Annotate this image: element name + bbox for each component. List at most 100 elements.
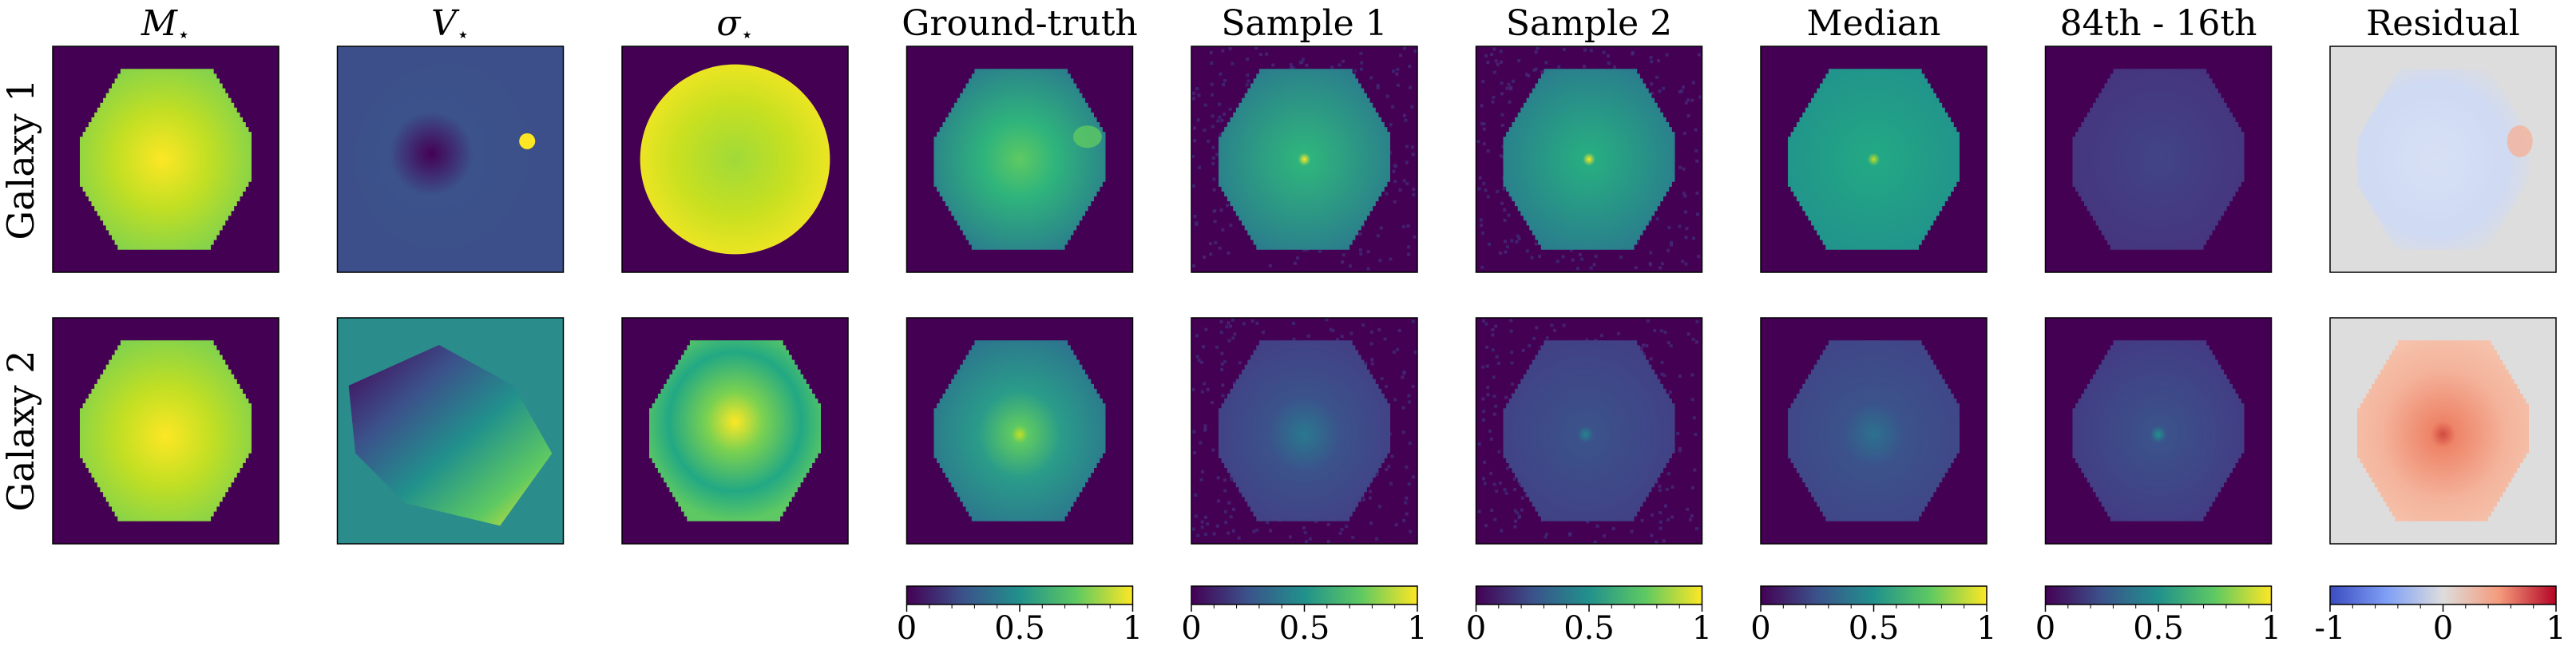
noise-pixel <box>1402 113 1406 117</box>
panel-frame <box>621 46 849 273</box>
noise-pixel <box>1535 326 1539 330</box>
noise-pixel <box>1411 385 1415 388</box>
noise-pixel <box>1511 382 1515 386</box>
noise-pixel <box>1401 224 1405 228</box>
noise-pixel <box>1396 83 1400 87</box>
noise-pixel <box>1695 191 1699 195</box>
noise-pixel <box>1660 372 1664 376</box>
noise-pixel <box>1302 526 1306 529</box>
noise-pixel <box>1340 528 1344 531</box>
noise-pixel <box>1408 85 1412 89</box>
galaxy-map <box>1788 340 1960 521</box>
noise-pixel <box>1220 367 1224 371</box>
noise-pixel <box>1508 100 1512 104</box>
residual-feature <box>2507 125 2533 157</box>
noise-pixel <box>1401 406 1405 410</box>
noise-pixel <box>1678 165 1682 169</box>
noise-pixel <box>1695 527 1698 531</box>
galaxy-map <box>2357 340 2529 521</box>
noise-pixel <box>1380 377 1384 381</box>
noise-pixel <box>1648 219 1652 223</box>
noise-pixel <box>1192 430 1196 434</box>
panel-frame <box>1191 46 1418 273</box>
noise-pixel <box>1480 121 1484 125</box>
noise-pixel <box>1534 67 1538 71</box>
noise-pixel <box>1392 169 1396 173</box>
noise-pixel <box>1220 351 1224 355</box>
noise-pixel <box>1507 213 1511 217</box>
noise-pixel <box>1589 49 1593 53</box>
noise-pixel <box>1413 351 1417 355</box>
noise-pixel <box>1538 255 1542 258</box>
noise-pixel <box>1516 234 1520 238</box>
noise-pixel <box>1686 98 1690 102</box>
noise-pixel <box>1349 331 1353 335</box>
noise-pixel <box>1221 394 1225 398</box>
noise-pixel <box>1194 514 1198 518</box>
noise-pixel <box>1695 340 1698 344</box>
noise-pixel <box>1219 72 1223 76</box>
noise-pixel <box>1500 60 1503 64</box>
noise-pixel <box>1506 466 1509 470</box>
noise-pixel <box>1678 446 1682 450</box>
column-title-sample2: Sample 2 <box>1506 3 1672 44</box>
noise-pixel <box>1406 224 1410 228</box>
noise-pixel <box>1212 532 1216 536</box>
noise-pixel <box>1210 61 1214 65</box>
noise-pixel <box>1193 139 1197 143</box>
noise-pixel <box>1510 361 1514 365</box>
noise-pixel <box>1678 224 1682 228</box>
noise-pixel <box>1230 478 1234 482</box>
noise-pixel <box>1486 149 1490 153</box>
noise-pixel <box>1525 73 1528 77</box>
noise-pixel <box>1682 85 1685 89</box>
noise-pixel <box>1669 344 1673 348</box>
noise-pixel <box>1576 267 1579 271</box>
noise-pixel <box>1589 266 1593 270</box>
noise-pixel <box>1482 410 1486 414</box>
colorbar-gradient <box>1760 585 1987 605</box>
noise-pixel <box>1692 416 1696 420</box>
noise-pixel <box>1510 239 1514 243</box>
noise-pixel <box>1396 68 1400 71</box>
noise-pixel <box>1369 76 1373 80</box>
noise-pixel <box>1385 192 1389 196</box>
noise-pixel <box>1631 52 1635 56</box>
noise-pixel <box>1223 79 1227 82</box>
colorbar-tick-label: 1 <box>2261 610 2281 647</box>
noise-pixel <box>1232 507 1235 511</box>
noise-pixel <box>1342 253 1345 257</box>
noise-pixel <box>1481 319 1485 323</box>
noise-pixel <box>1634 266 1638 270</box>
colorbar-sample1: 0 0.5 1 <box>1181 585 1428 647</box>
noise-pixel <box>1227 321 1231 325</box>
noise-pixel <box>1481 231 1484 235</box>
noise-pixel <box>1578 253 1582 256</box>
panel-frame <box>1475 317 1703 545</box>
noise-pixel <box>1692 236 1695 240</box>
noise-pixel <box>1694 128 1698 132</box>
noise-pixel <box>1646 319 1650 323</box>
noise-pixel <box>1685 227 1689 231</box>
column-title-residual: Residual <box>2366 3 2520 44</box>
noise-pixel <box>1527 73 1531 77</box>
noise-pixel <box>1403 46 1406 50</box>
noise-pixel <box>1227 339 1231 343</box>
panel-frame <box>52 46 279 273</box>
noise-pixel <box>1368 496 1372 500</box>
noise-pixel <box>1696 212 1699 216</box>
noise-pixel <box>1682 167 1686 171</box>
noise-pixel <box>1338 63 1342 67</box>
colorbar-tick-label: 1 <box>1407 610 1427 647</box>
noise-pixel <box>1500 201 1504 205</box>
noise-pixel <box>1491 327 1495 331</box>
noise-pixel <box>1649 357 1653 361</box>
noise-pixel <box>1668 390 1672 394</box>
noise-pixel <box>1682 132 1686 136</box>
noise-pixel <box>1544 61 1548 65</box>
noise-pixel <box>1269 529 1272 533</box>
noise-pixel <box>1220 362 1224 366</box>
noise-pixel <box>1545 336 1549 340</box>
noise-pixel <box>1528 344 1532 347</box>
